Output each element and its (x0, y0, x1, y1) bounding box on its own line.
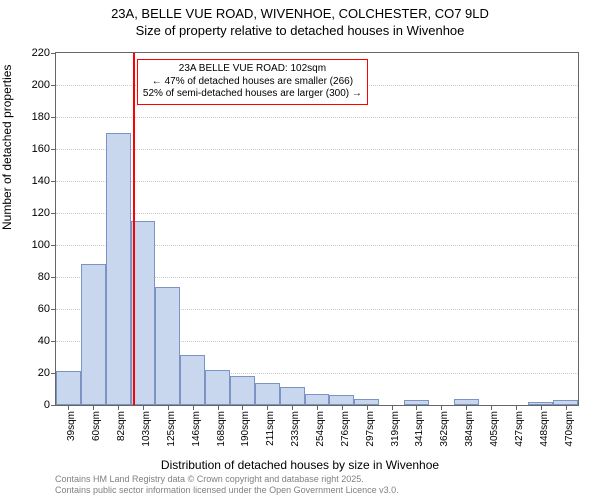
y-tick-mark (51, 213, 56, 214)
y-tick-mark (51, 277, 56, 278)
attribution-line-2: Contains public sector information licen… (55, 485, 399, 496)
x-tick-label: 319sqm (388, 411, 401, 447)
annotation-line: 23A BELLE VUE ROAD: 102sqm (143, 63, 362, 76)
x-tick-mark (466, 405, 467, 410)
histogram-bar (205, 370, 230, 405)
y-axis-label: Number of detached properties (0, 65, 14, 230)
histogram-bar (155, 287, 180, 405)
x-tick-label: 211sqm (263, 411, 276, 446)
attribution-line-1: Contains HM Land Registry data © Crown c… (55, 474, 399, 485)
x-tick-label: 341sqm (412, 411, 425, 447)
x-tick-label: 405sqm (487, 411, 500, 447)
y-tick-mark (51, 405, 56, 406)
y-tick-mark (51, 85, 56, 86)
x-tick-mark (68, 405, 69, 410)
y-tick-mark (51, 181, 56, 182)
x-tick-mark (541, 405, 542, 410)
x-tick-label: 125sqm (164, 411, 177, 447)
histogram-bar (230, 376, 255, 405)
x-tick-mark (342, 405, 343, 410)
x-tick-mark (292, 405, 293, 410)
y-tick-mark (51, 117, 56, 118)
x-tick-mark (516, 405, 517, 410)
chart-container: 23A, BELLE VUE ROAD, WIVENHOE, COLCHESTE… (0, 0, 600, 500)
x-tick-mark (118, 405, 119, 410)
y-tick-mark (51, 309, 56, 310)
x-tick-label: 427sqm (512, 411, 525, 447)
x-tick-mark (491, 405, 492, 410)
x-tick-mark (93, 405, 94, 410)
x-tick-label: 276sqm (338, 411, 351, 447)
x-tick-mark (267, 405, 268, 410)
histogram-bar (180, 355, 205, 405)
attribution: Contains HM Land Registry data © Crown c… (55, 474, 399, 496)
y-tick-mark (51, 341, 56, 342)
y-tick-mark (51, 53, 56, 54)
x-tick-mark (143, 405, 144, 410)
x-tick-mark (441, 405, 442, 410)
chart-title: 23A, BELLE VUE ROAD, WIVENHOE, COLCHESTE… (0, 0, 600, 40)
x-tick-label: 448sqm (537, 411, 550, 447)
x-tick-mark (367, 405, 368, 410)
reference-line (133, 53, 135, 405)
x-tick-mark (566, 405, 567, 410)
x-tick-label: 254sqm (313, 411, 326, 447)
histogram-bar (280, 387, 305, 405)
annotation-line: ← 47% of detached houses are smaller (26… (143, 76, 362, 89)
x-tick-mark (317, 405, 318, 410)
x-tick-label: 168sqm (214, 411, 227, 447)
annotation-line: 52% of semi-detached houses are larger (… (143, 88, 362, 101)
y-tick-mark (51, 149, 56, 150)
x-tick-mark (416, 405, 417, 410)
histogram-bar (106, 133, 131, 405)
x-tick-mark (193, 405, 194, 410)
histogram-bar (329, 395, 354, 405)
x-tick-label: 146sqm (189, 411, 202, 447)
histogram-bar (81, 264, 106, 405)
x-tick-mark (218, 405, 219, 410)
x-tick-label: 384sqm (462, 411, 475, 447)
x-tick-label: 82sqm (114, 411, 127, 441)
histogram-bar (305, 394, 330, 405)
histogram-bar (255, 383, 280, 405)
histogram-bar (56, 371, 81, 405)
x-tick-label: 39sqm (64, 411, 77, 441)
x-tick-label: 470sqm (562, 411, 575, 447)
annotation-box: 23A BELLE VUE ROAD: 102sqm← 47% of detac… (137, 59, 368, 105)
x-tick-label: 103sqm (139, 411, 152, 447)
x-axis-label: Distribution of detached houses by size … (0, 458, 600, 472)
x-tick-mark (242, 405, 243, 410)
plot-area: 02040608010012014016018020022039sqm60sqm… (55, 52, 579, 406)
x-tick-label: 297sqm (363, 411, 376, 447)
x-tick-label: 60sqm (89, 411, 102, 441)
x-tick-mark (392, 405, 393, 410)
x-tick-label: 233sqm (288, 411, 301, 447)
title-line-2: Size of property relative to detached ho… (0, 23, 600, 40)
x-tick-label: 362sqm (437, 411, 450, 447)
title-line-1: 23A, BELLE VUE ROAD, WIVENHOE, COLCHESTE… (0, 6, 600, 23)
x-tick-mark (168, 405, 169, 410)
y-tick-mark (51, 245, 56, 246)
x-tick-label: 190sqm (238, 411, 251, 447)
